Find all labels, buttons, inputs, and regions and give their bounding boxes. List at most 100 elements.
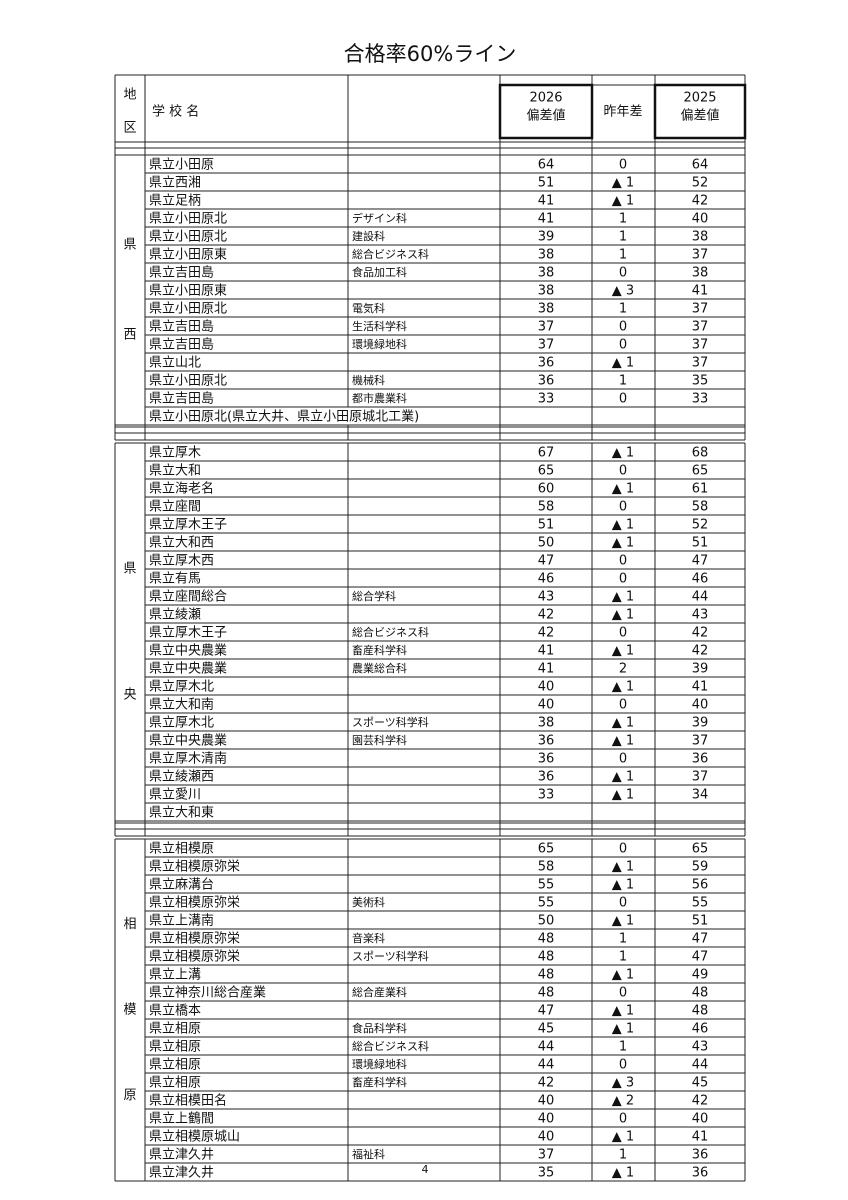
school-name: 県立相原 — [149, 1022, 201, 1037]
score-2025: 68 — [692, 446, 709, 461]
score-diff: 0 — [619, 842, 627, 857]
school-name: 県立上溝 — [149, 968, 201, 983]
score-2025: 44 — [692, 1058, 709, 1073]
department: 環境緑地科 — [352, 337, 407, 351]
score-2026: 38 — [538, 302, 555, 317]
score-2026: 37 — [538, 320, 555, 335]
score-2026: 44 — [538, 1040, 555, 1055]
school-name: 県立小田原北 — [149, 302, 227, 317]
score-diff: 0 — [619, 338, 627, 353]
school-name: 県立相模原弥栄 — [149, 859, 240, 875]
score-2025: 47 — [692, 932, 709, 947]
school-name: 県立中央農業 — [149, 733, 227, 749]
department: 総合ビジネス科 — [352, 625, 429, 639]
score-2025: 36 — [692, 1166, 709, 1181]
school-name: 県立小田原北 — [149, 212, 227, 227]
score-2026: 38 — [538, 284, 555, 299]
score-2026: 37 — [538, 1148, 555, 1163]
region-label: 模 — [123, 1003, 136, 1018]
score-2026: 41 — [538, 194, 555, 209]
score-diff: ▲ 3 — [612, 284, 634, 299]
score-diff: 0 — [619, 752, 627, 767]
score-diff: 1 — [619, 302, 627, 317]
score-2025: 58 — [692, 500, 709, 515]
school-name: 県立中央農業 — [149, 643, 227, 659]
score-2025: 64 — [692, 158, 709, 173]
score-2025: 39 — [692, 716, 709, 731]
school-name: 県立中央農業 — [149, 661, 227, 677]
score-2025: 52 — [692, 176, 709, 191]
score-2025: 51 — [692, 914, 709, 929]
school-name: 県立小田原北 — [149, 374, 227, 389]
score-2026: 50 — [538, 536, 555, 551]
department: 畜産科学科 — [352, 1075, 407, 1089]
score-2026: 43 — [538, 590, 555, 605]
score-diff: 1 — [619, 230, 627, 245]
school-name: 県立厚木王子 — [149, 626, 227, 641]
score-2026: 42 — [538, 1076, 555, 1091]
score-2025: 65 — [692, 464, 709, 479]
school-name: 県立相原 — [149, 1058, 201, 1073]
score-2026: 41 — [538, 212, 555, 227]
score-2025: 45 — [692, 1076, 709, 1091]
school-name: 県立相原 — [149, 1040, 201, 1055]
school-name: 県立相模原弥栄 — [149, 895, 240, 911]
department: 総合産業科 — [352, 985, 407, 999]
score-2026: 48 — [538, 932, 555, 947]
score-2025: 39 — [692, 662, 709, 677]
score-2026: 50 — [538, 914, 555, 929]
score-diff: 0 — [619, 1112, 627, 1127]
score-diff: ▲ 1 — [612, 770, 634, 785]
score-2026: 33 — [538, 788, 555, 803]
score-2025: 37 — [692, 338, 709, 353]
school-name: 県立大和東 — [149, 805, 214, 821]
school-name: 県立上溝南 — [149, 913, 214, 929]
score-2025: 41 — [692, 284, 709, 299]
score-2026: 45 — [538, 1022, 555, 1037]
score-2026: 33 — [538, 392, 555, 407]
score-2025: 37 — [692, 248, 709, 263]
score-2026: 36 — [538, 734, 555, 749]
score-diff: 0 — [619, 626, 627, 641]
department: 食品科学科 — [352, 1021, 407, 1035]
score-2026: 38 — [538, 716, 555, 731]
score-2025: 61 — [692, 482, 709, 497]
page-number: 4 — [422, 1163, 429, 1176]
score-diff: ▲ 1 — [612, 968, 634, 983]
school-name: 県立相模原弥栄 — [149, 931, 240, 947]
score-2026: 41 — [538, 644, 555, 659]
header-region: 地 — [123, 88, 136, 103]
school-name: 県立海老名 — [149, 481, 214, 497]
score-diff: 0 — [619, 320, 627, 335]
score-2026: 36 — [538, 752, 555, 767]
score-diff: ▲ 1 — [612, 1004, 634, 1019]
score-2025: 33 — [692, 392, 709, 407]
score-2026: 44 — [538, 1058, 555, 1073]
score-diff: 0 — [619, 392, 627, 407]
score-2025: 40 — [692, 212, 709, 227]
school-name: 県立小田原 — [149, 158, 214, 173]
department: スポーツ科学科 — [352, 949, 429, 963]
score-2026: 38 — [538, 266, 555, 281]
header-school: 学 校 名 — [152, 104, 199, 120]
school-name: 県立厚木 — [149, 446, 201, 461]
score-2026: 55 — [538, 896, 555, 911]
school-name: 県立上鶴間 — [149, 1111, 214, 1127]
score-2026: 64 — [538, 158, 555, 173]
score-2026: 47 — [538, 1004, 555, 1019]
school-name: 県立吉田島 — [149, 266, 214, 281]
department: 生活科学科 — [352, 319, 407, 333]
region-label: 西 — [123, 328, 136, 343]
score-2025: 42 — [692, 644, 709, 659]
score-diff: ▲ 1 — [612, 878, 634, 893]
school-name: 県立神奈川総合産業 — [149, 985, 266, 1001]
score-2026: 42 — [538, 626, 555, 641]
region-label: 原 — [123, 1088, 136, 1103]
score-2026: 36 — [538, 374, 555, 389]
header-2025: 2025 — [683, 91, 716, 106]
school-name: 県立山北 — [149, 356, 201, 371]
school-name: 県立吉田島 — [149, 320, 214, 335]
score-2025: 41 — [692, 1130, 709, 1145]
school-name: 県立麻溝台 — [149, 878, 214, 893]
score-diff: ▲ 3 — [612, 1076, 634, 1091]
